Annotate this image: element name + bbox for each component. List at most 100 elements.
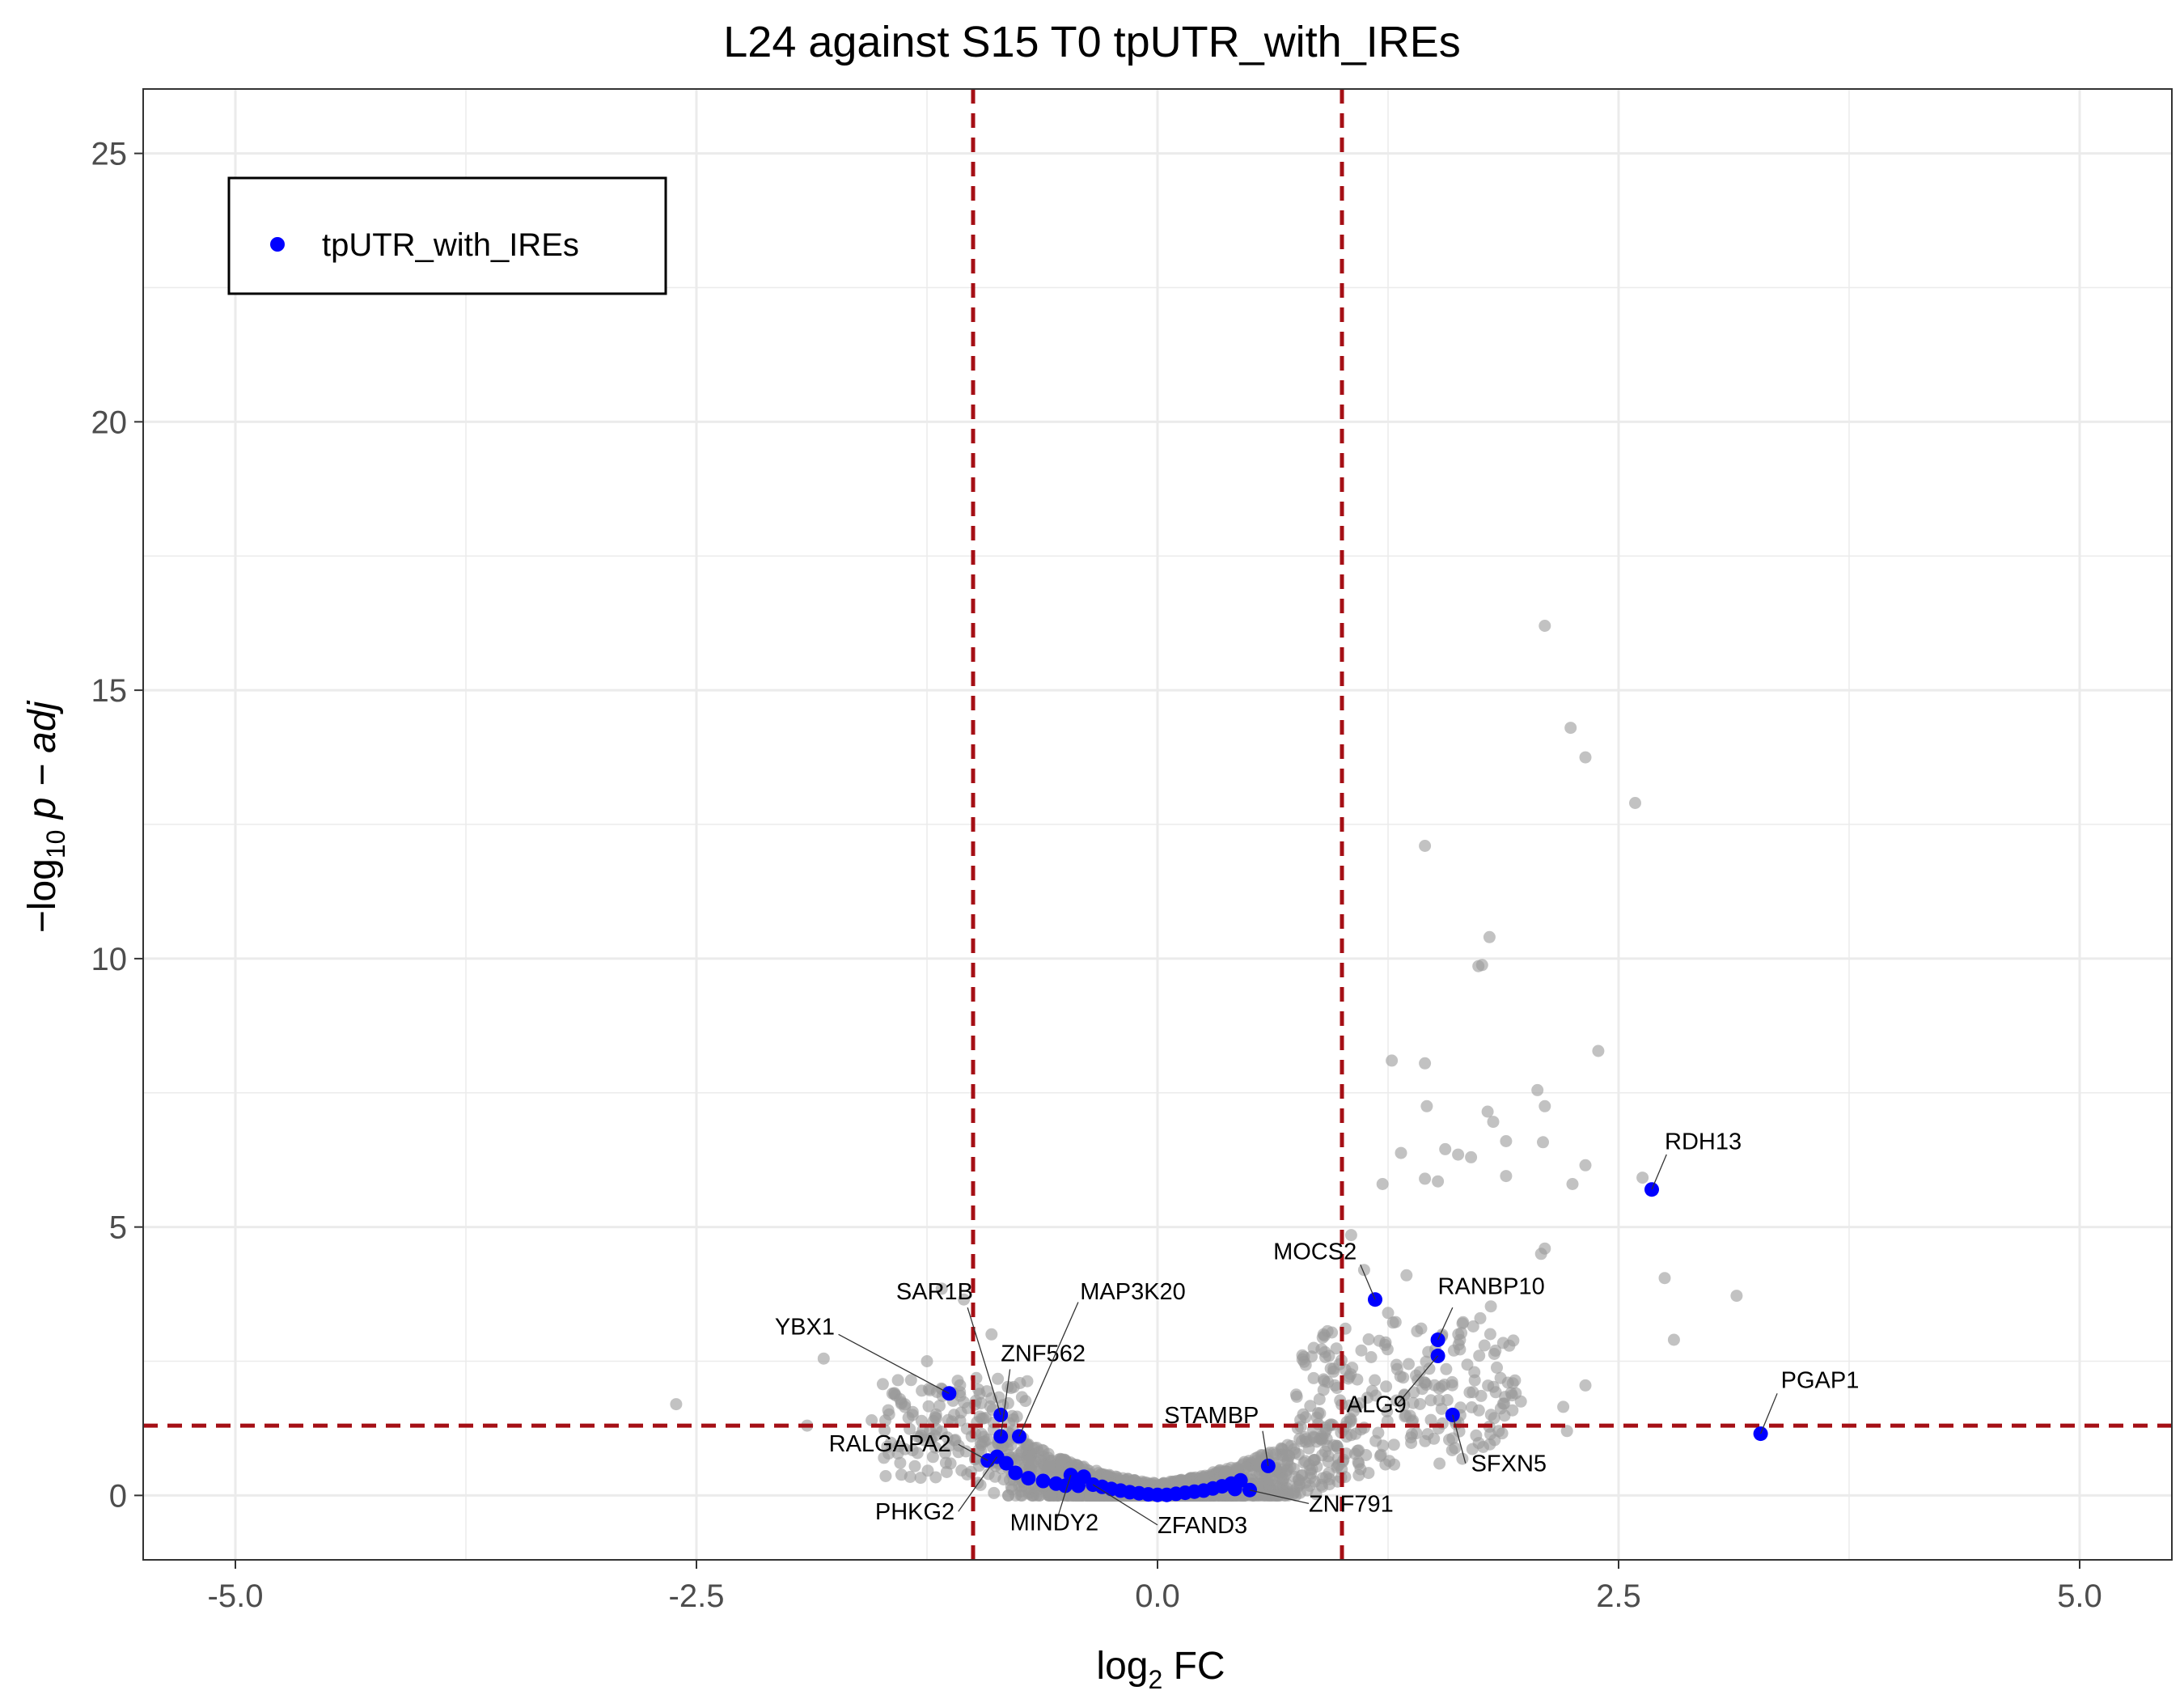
background-gene-point: [925, 1432, 938, 1445]
background-gene-point: [1440, 1362, 1453, 1375]
background-gene-point: [904, 1374, 917, 1387]
background-gene-point: [894, 1393, 907, 1405]
background-gene-point: [1472, 960, 1485, 972]
x-axis-title: log2 FC: [1096, 1645, 1225, 1694]
background-gene-point: [935, 1282, 948, 1295]
annotation-leader-SFXN5: [1452, 1414, 1467, 1464]
annotation-leader-RANBP10: [1437, 1307, 1454, 1341]
background-gene-point: [1465, 1150, 1478, 1163]
gene-point-STAMBP: [1260, 1458, 1276, 1473]
legend-box: [227, 176, 667, 295]
background-gene-point: [1439, 1142, 1452, 1155]
gene-annotations: RDH13 PGAP1 MOCS2 RANBP10 ALG9 SFXN5 STAMBP ZNF…: [775, 1129, 1860, 1538]
background-gene-point: [1472, 1437, 1485, 1450]
background-gene-point: [1416, 1383, 1428, 1396]
background-gene-point: [924, 1383, 937, 1396]
gene-point-ZNF791: [1242, 1482, 1257, 1498]
background-gene-point: [1330, 1342, 1343, 1355]
background-gene-point: [1313, 1393, 1326, 1405]
background-gene-point: [1044, 1489, 1057, 1502]
background-gene-point: [942, 1413, 954, 1426]
background-gene-point: [1503, 1339, 1516, 1352]
background-gene-point: [976, 1412, 988, 1425]
background-gene-point: [1015, 1391, 1028, 1404]
background-gene-point: [1386, 1054, 1399, 1067]
background-gene-point: [1636, 1172, 1649, 1184]
gene-label-MOCS2: MOCS2: [1273, 1239, 1357, 1265]
y-axis-title: −log10 p − adj: [21, 700, 70, 933]
background-gene-point: [1419, 840, 1432, 852]
background-gene-point: [926, 1451, 939, 1464]
x-tick-label: 2.5: [1596, 1578, 1641, 1614]
background-gene-point: [1465, 1401, 1478, 1413]
background-gene-point: [1539, 1099, 1551, 1112]
background-gene-point: [992, 1372, 1005, 1385]
background-gene-point: [1534, 1248, 1547, 1260]
background-gene-point: [1249, 1452, 1262, 1465]
background-gene-point: [974, 1479, 987, 1491]
background-gene-point: [1492, 1425, 1505, 1438]
legend-key-tpUTR_with_IREs: [270, 237, 285, 252]
background-gene-point: [1419, 1057, 1432, 1070]
y-tick-label: 0: [109, 1478, 127, 1514]
highlighted-gene-point: [1021, 1471, 1036, 1486]
background-gene-point: [1344, 1229, 1357, 1242]
background-gene-point: [1378, 1338, 1391, 1351]
background-gene-point: [1445, 1375, 1458, 1388]
background-gene-point: [1579, 751, 1592, 764]
background-gene-point: [1304, 1472, 1317, 1485]
background-gene-point: [1281, 1438, 1294, 1451]
annotation-leader-MOCS2: [1360, 1264, 1376, 1300]
background-gene-point: [955, 1464, 968, 1477]
background-gene-point: [1297, 1350, 1310, 1363]
background-gene-point: [1461, 1358, 1474, 1371]
background-gene-point: [894, 1456, 907, 1469]
background-gene-point: [1293, 1477, 1306, 1489]
background-gene-point: [1084, 1489, 1097, 1502]
background-gene-point: [929, 1441, 942, 1454]
background-gene-point: [1390, 1362, 1403, 1375]
gene-label-SAR1B: SAR1B: [896, 1279, 973, 1305]
y-tick-label: 10: [91, 942, 128, 977]
background-gene-point: [1506, 1404, 1519, 1417]
background-gene-point: [866, 1414, 878, 1426]
background-gene-point: [1362, 1467, 1375, 1480]
x-tick-label: 5.0: [2057, 1578, 2102, 1614]
background-gene-point: [1331, 1439, 1344, 1452]
background-gene-point: [1478, 1339, 1491, 1352]
background-gene-point: [1323, 1349, 1335, 1362]
background-gene-point: [1420, 1099, 1433, 1112]
background-gene-point: [988, 1486, 1001, 1499]
background-gene-point: [1443, 1434, 1455, 1446]
background-gene-point: [1346, 1362, 1359, 1375]
background-gene-point: [1365, 1351, 1378, 1363]
background-gene-point: [1055, 1453, 1068, 1466]
background-gene-point: [1473, 1349, 1486, 1362]
background-gene-point: [1265, 1473, 1278, 1486]
x-axis-title-sub: 2: [1148, 1665, 1162, 1694]
background-gene-point: [1531, 1083, 1544, 1096]
gene-label-SFXN5: SFXN5: [1471, 1451, 1547, 1477]
gene-point-SAR1B: [993, 1407, 1009, 1422]
background-gene-point: [1484, 1300, 1497, 1313]
chart-title: L24 against S15 T0 tpUTR_with_IREs: [723, 18, 1461, 66]
background-gene-point: [1035, 1443, 1048, 1456]
background-gene-point: [1579, 1379, 1592, 1392]
x-tick-label: 0.0: [1135, 1578, 1180, 1614]
background-gene-point: [1667, 1333, 1680, 1346]
x-tick-label: -2.5: [669, 1578, 725, 1614]
background-gene-point: [1001, 1396, 1014, 1409]
background-gene-point: [1499, 1391, 1512, 1404]
background-gene-point: [882, 1404, 895, 1417]
highlighted-gene-point: [1035, 1473, 1051, 1489]
background-gene-point: [1433, 1457, 1446, 1470]
background-gene-point: [904, 1471, 916, 1483]
background-gene-point: [1043, 1459, 1056, 1472]
gene-point-RANBP10: [1430, 1333, 1445, 1347]
background-gene-point: [1281, 1463, 1294, 1476]
background-gene-point: [1428, 1379, 1441, 1392]
gene-point-MAP3K20: [1012, 1429, 1026, 1444]
y-axis-title-prefix: −log: [21, 858, 64, 933]
background-gene-point: [954, 1379, 967, 1392]
gene-point-RDH13: [1644, 1182, 1659, 1197]
